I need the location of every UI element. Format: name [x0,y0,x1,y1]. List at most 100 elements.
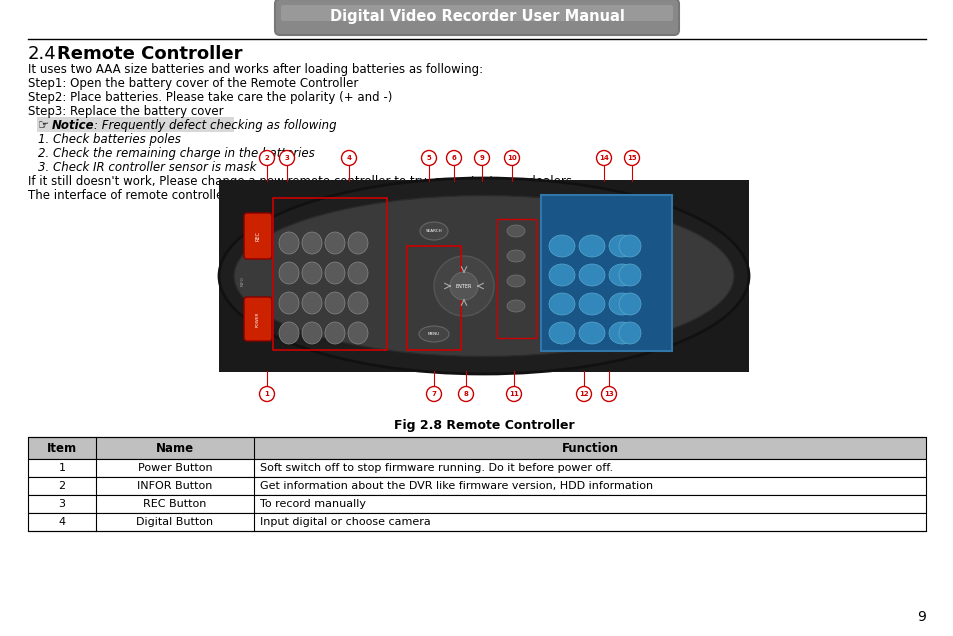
Bar [28,437,925,459]
Text: 4: 4 [58,517,66,527]
Ellipse shape [418,326,449,342]
Text: 10: 10 [507,155,517,161]
Ellipse shape [302,232,322,254]
Circle shape [341,151,356,165]
Text: 3: 3 [284,155,289,161]
Circle shape [421,151,436,165]
Ellipse shape [278,232,298,254]
Ellipse shape [233,195,733,357]
FancyBboxPatch shape [219,180,748,372]
FancyBboxPatch shape [37,117,233,132]
Ellipse shape [578,235,604,257]
Text: 2. Check the remaining charge in the batteries: 2. Check the remaining charge in the bat… [38,147,314,160]
Text: Input digital or choose camera: Input digital or choose camera [260,517,431,527]
Text: ☞: ☞ [38,119,50,132]
Ellipse shape [348,292,368,314]
Text: 1: 1 [58,463,66,473]
Text: Remote Controller: Remote Controller [57,45,242,63]
Text: 6: 6 [451,155,456,161]
Circle shape [474,151,489,165]
Ellipse shape [506,225,524,237]
Text: 13: 13 [603,391,613,397]
FancyBboxPatch shape [244,297,272,341]
Ellipse shape [434,256,494,316]
Text: Digital Video Recorder User Manual: Digital Video Recorder User Manual [329,10,624,25]
Circle shape [576,387,591,401]
Ellipse shape [618,293,640,315]
Circle shape [259,151,274,165]
Ellipse shape [325,262,345,284]
Text: Step3: Replace the battery cover: Step3: Replace the battery cover [28,105,223,118]
Ellipse shape [548,293,575,315]
Ellipse shape [419,222,448,240]
Text: : Frequently defect checking as following: : Frequently defect checking as followin… [94,119,336,132]
Text: Power Button: Power Button [137,463,213,473]
Ellipse shape [348,232,368,254]
Text: 9: 9 [479,155,484,161]
Text: POWER: POWER [255,311,260,327]
Text: INFOR Button: INFOR Button [137,481,213,491]
Text: INFO: INFO [241,276,245,286]
Circle shape [596,151,611,165]
Text: 12: 12 [578,391,588,397]
Ellipse shape [219,178,748,374]
Ellipse shape [608,264,635,286]
Ellipse shape [348,262,368,284]
Ellipse shape [325,232,345,254]
Text: 15: 15 [626,155,637,161]
Text: Fig 2.8 Remote Controller: Fig 2.8 Remote Controller [394,419,574,432]
Text: SEARCH: SEARCH [425,229,442,233]
Ellipse shape [506,275,524,287]
Ellipse shape [506,300,524,312]
Ellipse shape [578,293,604,315]
Circle shape [504,151,519,165]
Text: 9: 9 [916,610,925,624]
Ellipse shape [325,322,345,344]
Ellipse shape [618,322,640,344]
Ellipse shape [608,293,635,315]
Text: 7: 7 [431,391,436,397]
Ellipse shape [278,262,298,284]
Text: 8: 8 [463,391,468,397]
Text: Digital Button: Digital Button [136,517,213,527]
FancyBboxPatch shape [281,5,672,21]
Ellipse shape [302,292,322,314]
Text: The interface of remote controller is shown in Fig2.8 Remote Controller.: The interface of remote controller is sh… [28,189,451,202]
Text: 4: 4 [346,155,351,161]
Text: Get information about the DVR like firmware version, HDD information: Get information about the DVR like firmw… [260,481,653,491]
Ellipse shape [578,322,604,344]
Text: 2.4: 2.4 [28,45,56,63]
Ellipse shape [302,322,322,344]
Ellipse shape [548,322,575,344]
Circle shape [601,387,616,401]
Ellipse shape [548,235,575,257]
Ellipse shape [278,292,298,314]
Text: To record manually: To record manually [260,499,366,509]
Ellipse shape [608,235,635,257]
Ellipse shape [348,322,368,344]
Ellipse shape [278,322,298,344]
Text: Soft switch off to stop firmware running. Do it before power off.: Soft switch off to stop firmware running… [260,463,613,473]
Circle shape [279,151,294,165]
Bar [28,495,925,513]
Text: 3. Check IR controller sensor is mask: 3. Check IR controller sensor is mask [38,161,256,174]
Ellipse shape [618,264,640,286]
Text: Step1: Open the battery cover of the Remote Controller: Step1: Open the battery cover of the Rem… [28,77,358,90]
FancyBboxPatch shape [274,0,679,35]
Text: Step2: Place batteries. Please take care the polarity (+ and -): Step2: Place batteries. Please take care… [28,91,392,104]
Text: 2: 2 [58,481,66,491]
Bar [28,477,925,495]
Text: Name: Name [155,441,193,455]
Bar [28,459,925,477]
Text: Item: Item [47,441,77,455]
Circle shape [259,387,274,401]
Text: Function: Function [561,441,618,455]
Circle shape [426,387,441,401]
Text: 2: 2 [264,155,269,161]
Text: If it still doesn't work, Please change a new remote controller to try, or conta: If it still doesn't work, Please change … [28,175,572,188]
Circle shape [458,387,473,401]
Circle shape [446,151,461,165]
Ellipse shape [548,264,575,286]
Ellipse shape [450,272,477,300]
Text: 11: 11 [509,391,518,397]
